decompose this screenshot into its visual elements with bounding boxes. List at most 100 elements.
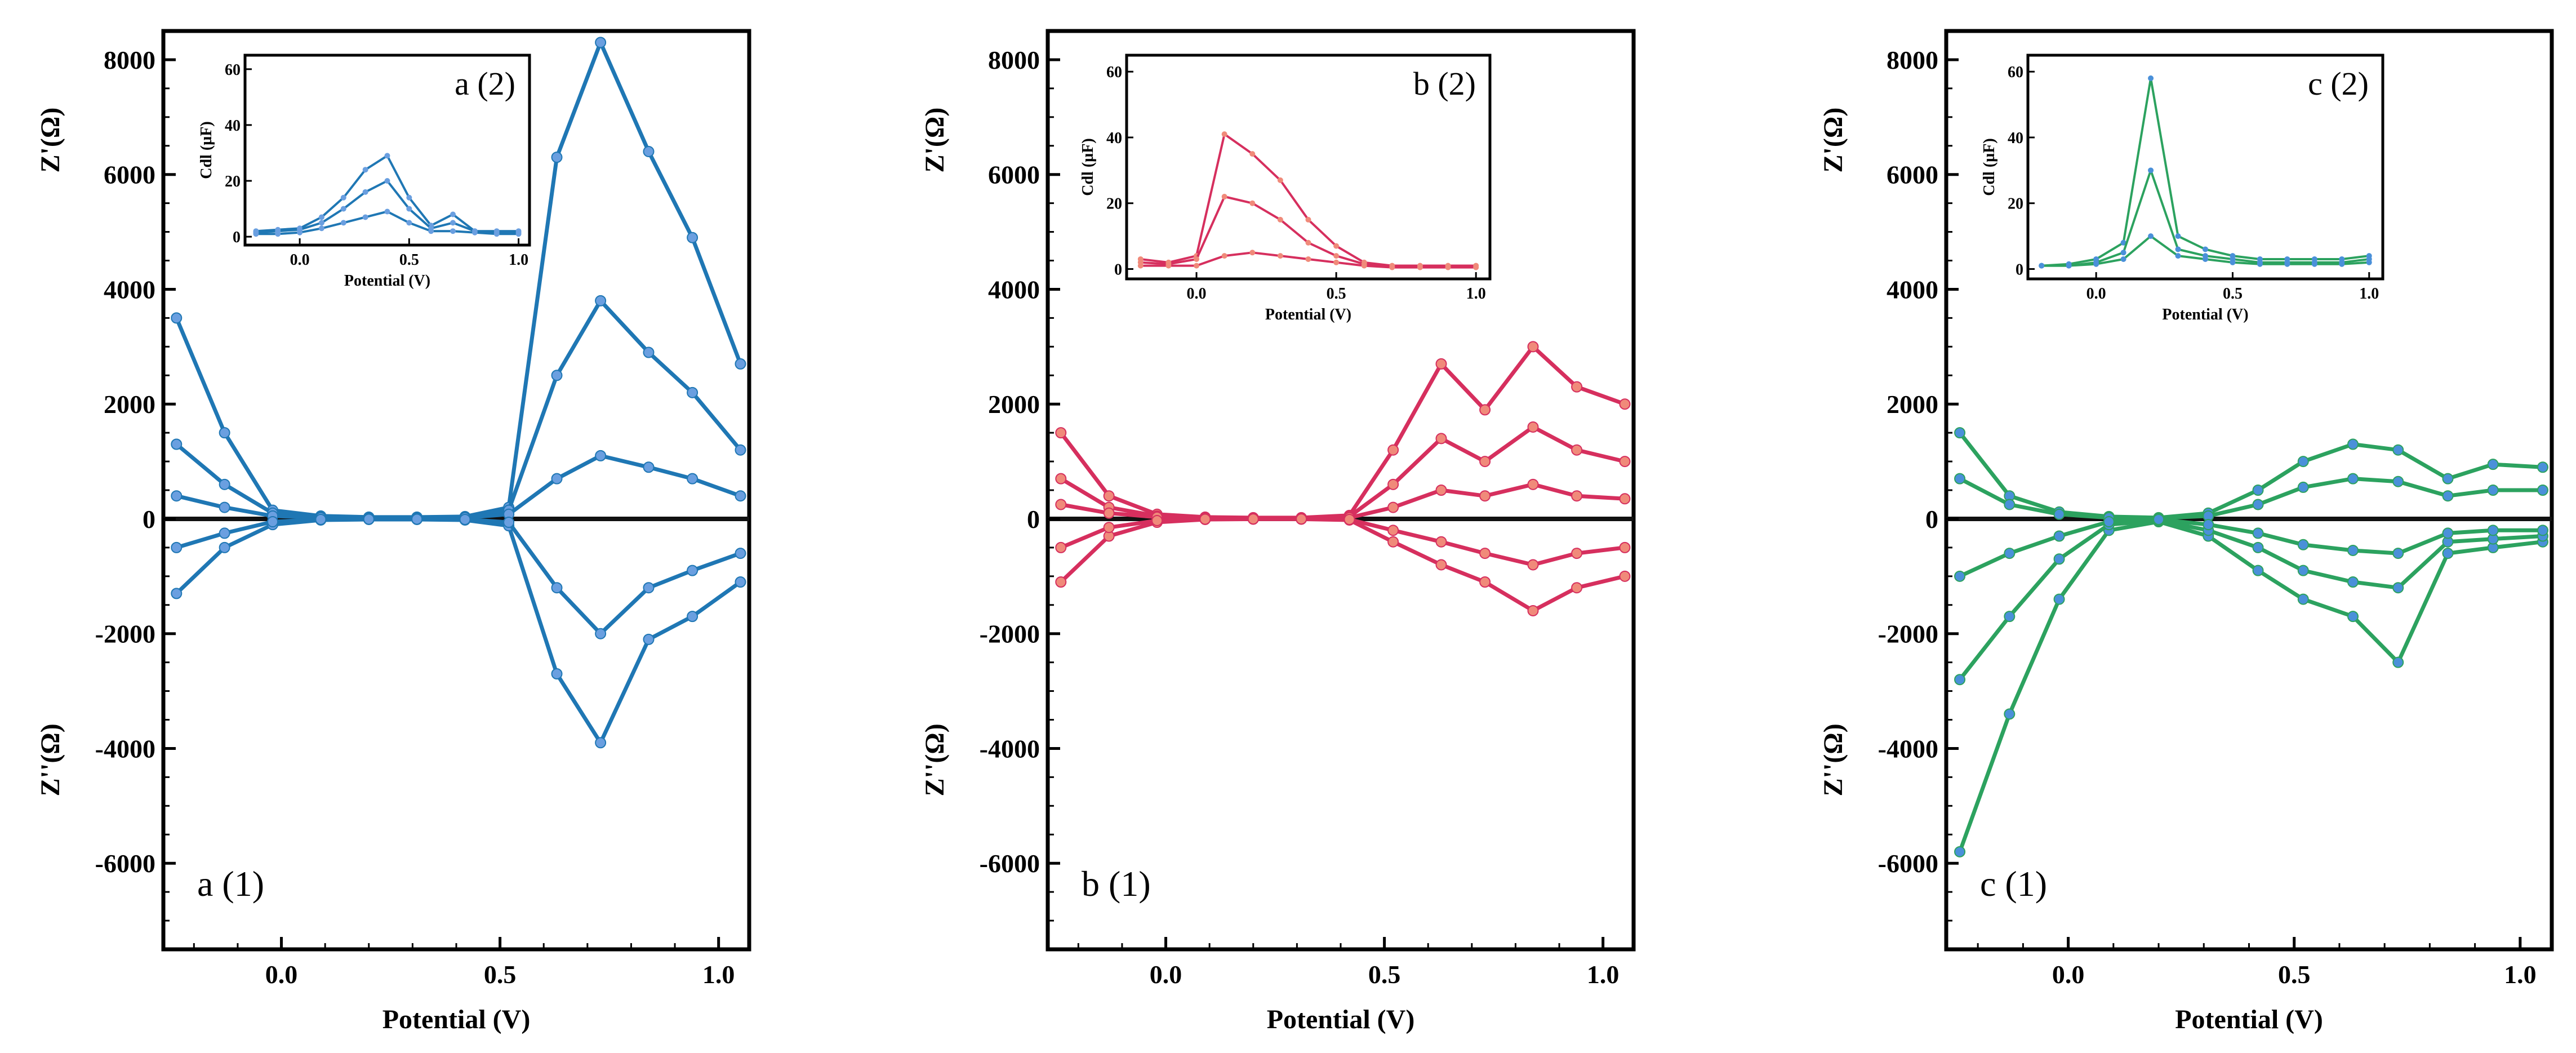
y-tick-label: 2000 bbox=[988, 390, 1040, 419]
data-point bbox=[1479, 490, 1491, 502]
data-point bbox=[2487, 485, 2499, 496]
y-tick-label: 6000 bbox=[104, 161, 155, 189]
inset-y-title: Cdl (µF) bbox=[1079, 138, 1097, 196]
y-tick-label: 6000 bbox=[988, 161, 1040, 189]
inset-chart: 0 20 40 60 0.0 0.5 1.0 Potential (V) Cdl (µF) c (… bbox=[1981, 54, 2384, 323]
inset-chart: 0 20 40 60 0.0 0.5 1.0 Potential (V) Cdl (µF) a (… bbox=[198, 54, 531, 290]
y-tick-label: 4000 bbox=[104, 275, 155, 304]
data-point bbox=[2252, 499, 2264, 510]
data-point bbox=[1571, 490, 1583, 502]
x-tick-label: 0.0 bbox=[1150, 960, 1182, 989]
inset-data-point bbox=[2148, 167, 2154, 174]
data-point bbox=[2537, 485, 2548, 496]
data-point bbox=[2297, 565, 2309, 576]
inset-x-title: Potential (V) bbox=[344, 272, 430, 290]
data-point bbox=[551, 152, 563, 163]
panel-2: 8000 6000 4000 2000 0 -2000 -4000 -6000 0.0 0.5 1.… bbox=[920, 29, 1636, 1034]
y-tick-label: 8000 bbox=[104, 46, 155, 74]
inset-data-point bbox=[362, 214, 368, 220]
data-point bbox=[1247, 513, 1259, 525]
data-point bbox=[1055, 499, 1067, 510]
inset-data-point bbox=[406, 220, 412, 226]
data-point bbox=[363, 513, 375, 525]
data-point bbox=[2153, 513, 2165, 525]
data-point bbox=[1055, 576, 1067, 588]
x-tick-label: 1.0 bbox=[1587, 960, 1620, 989]
data-point bbox=[219, 427, 230, 439]
inset-data-point bbox=[2366, 259, 2372, 265]
data-point bbox=[1387, 444, 1399, 456]
data-point bbox=[2347, 544, 2359, 556]
data-point bbox=[1387, 501, 1399, 513]
data-point bbox=[551, 370, 563, 381]
inset-data-point bbox=[340, 194, 346, 201]
inset-data-point bbox=[1333, 259, 1340, 265]
inset-y-tick-label: 20 bbox=[225, 173, 241, 190]
inset-data-point bbox=[471, 229, 478, 236]
data-point bbox=[1619, 493, 1631, 505]
inset-data-point bbox=[2230, 259, 2236, 265]
inset-data-point bbox=[297, 229, 303, 236]
data-point bbox=[2487, 525, 2499, 536]
data-point bbox=[2252, 527, 2264, 539]
inset-data-point bbox=[1165, 263, 1172, 269]
x-tick-label: 1.0 bbox=[2504, 960, 2537, 989]
data-point bbox=[2347, 473, 2359, 485]
y-tick-label: -2000 bbox=[1878, 620, 1938, 648]
inset-data-point bbox=[2039, 263, 2045, 269]
series-line bbox=[175, 299, 742, 520]
data-point bbox=[2392, 548, 2404, 559]
y-axis-title-imag: Z''(Ω) bbox=[920, 723, 950, 796]
panel-3: 8000 6000 4000 2000 0 -2000 -4000 -6000 0.0 0.5 1.… bbox=[1818, 29, 2554, 1034]
data-point bbox=[219, 478, 230, 490]
data-point bbox=[735, 358, 746, 370]
inset-data-point bbox=[493, 231, 500, 237]
series-line bbox=[1958, 518, 2543, 681]
data-point bbox=[1527, 341, 1539, 353]
inset-data-point bbox=[1305, 239, 1311, 246]
data-point bbox=[1479, 404, 1491, 416]
inset-x-tick-label: 0.5 bbox=[1327, 285, 1346, 303]
data-point bbox=[2347, 611, 2359, 623]
inset-data-point bbox=[2066, 263, 2072, 269]
inset-y-tick-label: 0 bbox=[1114, 261, 1122, 278]
y-tick-label: -4000 bbox=[95, 734, 155, 763]
inset-data-point bbox=[1249, 200, 1256, 206]
panel-label: c (1) bbox=[1980, 864, 2047, 904]
data-point bbox=[1055, 473, 1067, 485]
inset-data-point bbox=[2284, 261, 2290, 267]
data-point bbox=[1055, 427, 1067, 439]
series-line bbox=[1060, 425, 1626, 521]
inset-data-point bbox=[2120, 239, 2126, 246]
inset-frame bbox=[2026, 54, 2384, 281]
x-axis-title: Potential (V) bbox=[1267, 1005, 1415, 1034]
x-tick-label: 0.5 bbox=[2278, 960, 2311, 989]
data-point bbox=[1151, 514, 1163, 526]
data-point bbox=[1103, 507, 1115, 519]
data-point bbox=[595, 737, 607, 749]
inset-data-point bbox=[1277, 216, 1283, 223]
series-line bbox=[175, 517, 742, 745]
inset-x-tick-label: 1.0 bbox=[1466, 285, 1486, 303]
data-point bbox=[2252, 485, 2264, 496]
inset-y-tick-label: 40 bbox=[1106, 130, 1122, 147]
data-point bbox=[2442, 473, 2454, 485]
data-point bbox=[551, 473, 563, 485]
inset-data-point bbox=[406, 206, 412, 212]
inset-data-point bbox=[1249, 250, 1256, 256]
inset-y-tick-label: 0 bbox=[2016, 261, 2023, 278]
inset-data-point bbox=[1194, 256, 1200, 262]
data-point bbox=[687, 565, 698, 576]
inset-data-point bbox=[2203, 256, 2208, 262]
data-point bbox=[1479, 576, 1491, 588]
inset-data-point bbox=[515, 231, 522, 237]
data-point bbox=[2252, 541, 2264, 553]
data-point bbox=[1435, 559, 1447, 571]
inset-data-point bbox=[2175, 253, 2181, 259]
inset-data-point bbox=[384, 153, 390, 159]
data-point bbox=[2252, 565, 2264, 576]
inset-data-point bbox=[384, 178, 390, 184]
data-point bbox=[1387, 525, 1399, 536]
data-point bbox=[1527, 478, 1539, 490]
data-point bbox=[643, 346, 655, 358]
